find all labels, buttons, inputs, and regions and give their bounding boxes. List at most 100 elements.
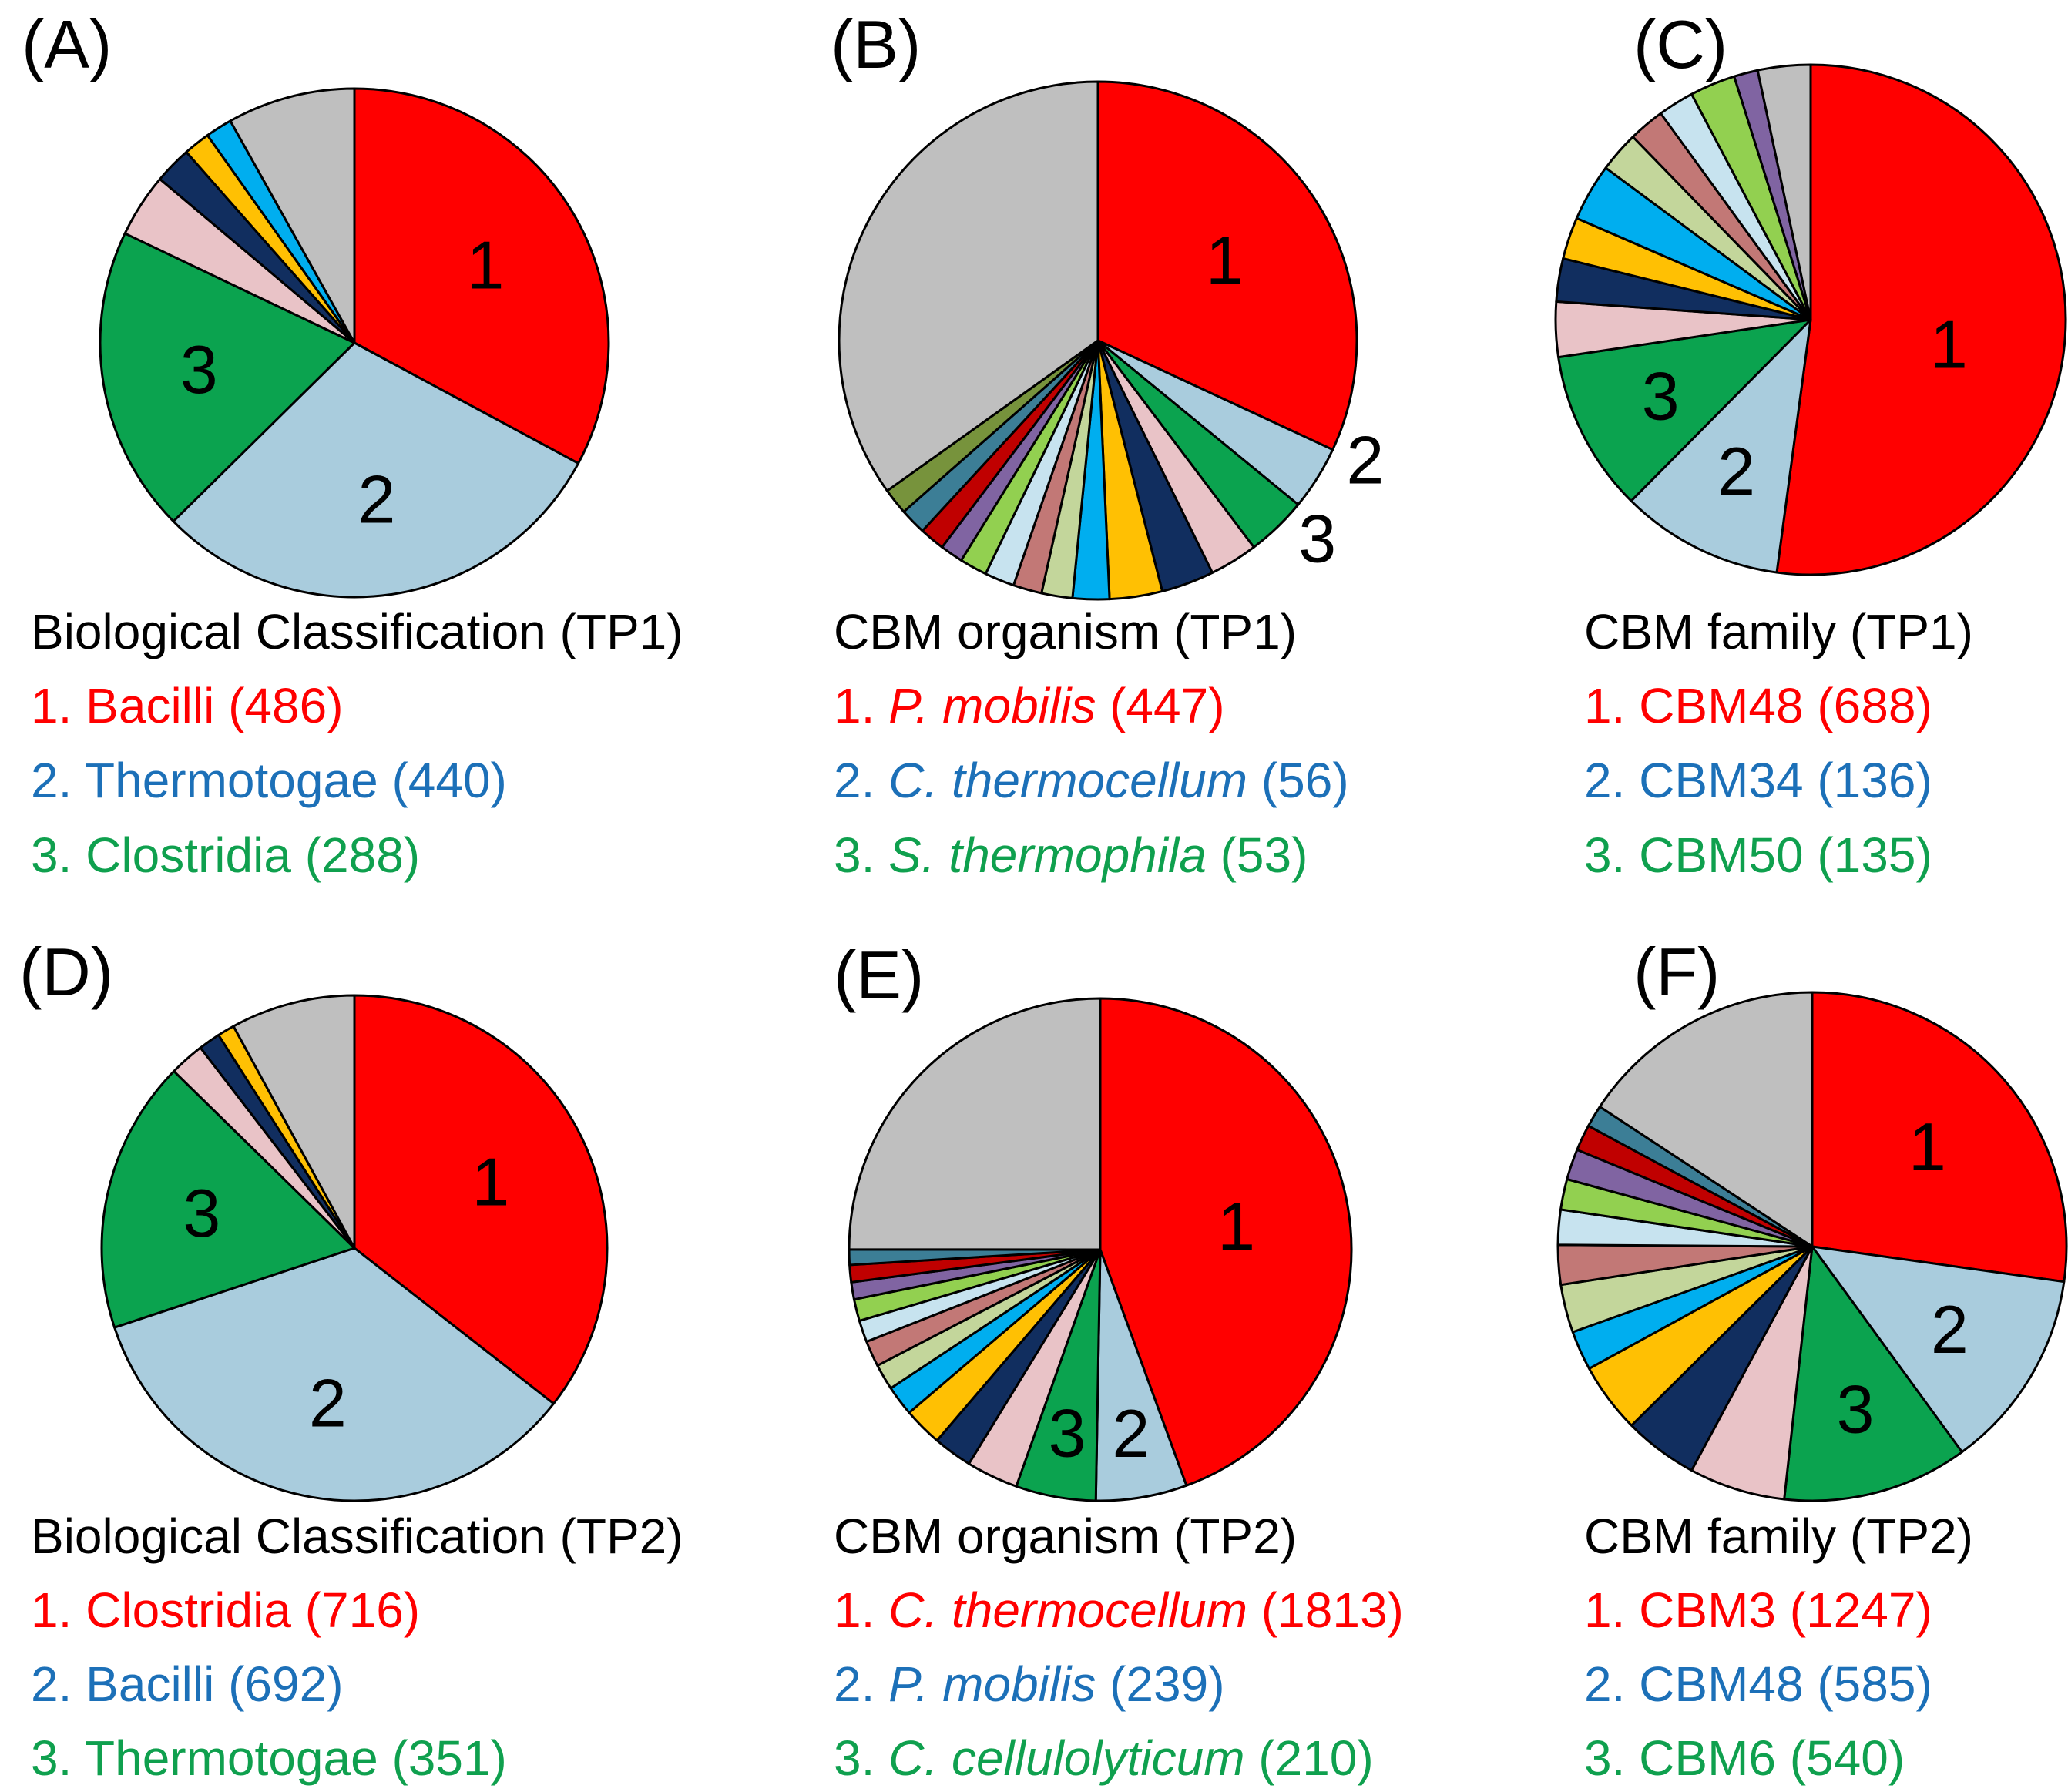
pie-slice-Thermotogae <box>100 1069 356 1329</box>
pie-slice-CBM6 <box>1783 1245 1963 1502</box>
panel-label: (A) <box>22 6 112 82</box>
pie-slice-other <box>1756 63 1812 321</box>
legend-name: CBM34 <box>1639 753 1804 808</box>
legend-count: (1247) <box>1789 1582 1932 1638</box>
chart-title: CBM organism (TP1) <box>834 604 1297 659</box>
legend-count: (585) <box>1817 1656 1932 1712</box>
legend-name: CBM3 <box>1639 1582 1776 1638</box>
pie-slice-other <box>232 994 356 1250</box>
pie-slice-number: 1 <box>1217 1188 1255 1264</box>
legend-count: (210) <box>1258 1730 1374 1786</box>
legend-rank: 1. <box>31 1582 72 1638</box>
legend-rank: 3. <box>1584 827 1626 883</box>
legend-rank: 2. <box>31 753 72 808</box>
legend-count: (1813) <box>1261 1582 1404 1638</box>
legend-count: (239) <box>1110 1656 1225 1712</box>
pie-slice-number: 1 <box>472 1144 509 1220</box>
legend-item: 1. Bacilli (486) <box>31 681 344 730</box>
pie-chart-B: 1 23 <box>838 80 1384 601</box>
pie-slice-other <box>838 80 1099 492</box>
legend-item: 1. CBM48 (688) <box>1584 681 1932 730</box>
pie-slice-other <box>1598 991 1814 1248</box>
pie-slice-P. mobilis <box>1096 80 1358 451</box>
legend-name: CBM50 <box>1639 827 1804 883</box>
pie-slice-Clostridia <box>353 994 609 1405</box>
legend-item: 2. P. mobilis (239) <box>834 1659 1225 1709</box>
legend-item: 1. Clostridia (716) <box>31 1586 420 1635</box>
legend-count: (716) <box>304 1582 421 1638</box>
pie-slice-number: 2 <box>1346 421 1384 498</box>
legend-count: (53) <box>1220 827 1308 883</box>
pie-slice-CBM34 <box>1630 318 1812 574</box>
legend-name: S. thermophila <box>888 827 1207 883</box>
pie-slice-number: 2 <box>1717 433 1755 509</box>
pie-chart-D: 1 2 3 <box>100 994 609 1502</box>
chart-title: Biological Classification (TP2) <box>31 1508 683 1564</box>
pie-chart-E: 1 23 <box>848 997 1353 1502</box>
pie-chart-F: 1 23 <box>1556 991 2068 1502</box>
legend-count: (688) <box>1817 678 1932 733</box>
pie-slice-number: 3 <box>1642 358 1680 435</box>
pie-slice-number: 3 <box>1298 500 1336 576</box>
pie-slice-number: 3 <box>180 331 218 408</box>
legend-rank: 2. <box>31 1656 72 1712</box>
legend-item: 2. CBM34 (136) <box>1584 756 1932 805</box>
legend-rank: 1. <box>834 678 875 733</box>
legend-name: P. mobilis <box>888 678 1096 733</box>
legend-count: (288) <box>304 827 421 883</box>
panel-label: (D) <box>19 934 114 1010</box>
pie-slice-number: 2 <box>1112 1395 1150 1472</box>
chart-title: Biological Classification (TP1) <box>31 604 683 659</box>
pie-slice-C. thermocellum <box>1099 997 1353 1487</box>
pie-slice-CBM50 <box>1557 318 1812 502</box>
legend-rank: 2. <box>1584 1656 1626 1712</box>
pie-slice-other <box>1690 1245 1814 1501</box>
legend-count: (56) <box>1261 753 1349 808</box>
pie-slice-number: 2 <box>309 1364 347 1441</box>
legend-item: 3. Clostridia (288) <box>31 831 420 880</box>
pie-slice-number: 3 <box>1837 1371 1875 1448</box>
legend-name: Clostridia <box>86 827 291 883</box>
legend-rank: 1. <box>31 678 72 733</box>
legend-rank: 1. <box>1584 678 1626 733</box>
legend-item: 3. CBM6 (540) <box>1584 1733 1905 1783</box>
legend-name: C. cellulolyticum <box>888 1730 1245 1786</box>
legend-count: (351) <box>391 1730 507 1786</box>
legend-item: 2. C. thermocellum (56) <box>834 756 1349 805</box>
legend-name: C. thermocellum <box>888 1582 1248 1638</box>
chart-title: CBM organism (TP2) <box>834 1508 1297 1564</box>
legend-name: CBM6 <box>1639 1730 1776 1786</box>
legend-name: Bacilli <box>86 1656 215 1712</box>
legend-rank: 3. <box>1584 1730 1626 1786</box>
pie-slice-number: 2 <box>1931 1291 1969 1367</box>
legend-item: 3. S. thermophila (53) <box>834 831 1308 880</box>
pie-slice-number: 1 <box>467 227 505 304</box>
legend-count: (440) <box>391 753 507 808</box>
pie-slice-CBM48 <box>1775 63 2067 576</box>
pie-slice-CBM48 <box>1811 1245 2066 1454</box>
legend-rank: 2. <box>1584 753 1626 808</box>
legend-item: 2. Thermotogae (440) <box>31 756 507 805</box>
pie-slice-other <box>848 997 1102 1251</box>
legend-name: CBM48 <box>1639 678 1804 733</box>
pie-slice-CBM3 <box>1811 991 2068 1284</box>
pie-slice-number: 1 <box>1206 222 1244 298</box>
legend-name: P. mobilis <box>888 1656 1096 1712</box>
legend-rank: 1. <box>834 1582 875 1638</box>
panel-label: (F) <box>1633 934 1721 1010</box>
legend-item: 1. C. thermocellum (1813) <box>834 1586 1404 1635</box>
legend-count: (692) <box>228 1656 344 1712</box>
pie-slice-number: 2 <box>358 461 396 538</box>
pie-slice-other <box>229 87 356 344</box>
pie-slice-Thermotogae <box>172 341 580 599</box>
legend-item: 2. CBM48 (585) <box>1584 1659 1932 1709</box>
pie-slice-Bacilli <box>113 1247 556 1502</box>
legend-name: Thermotogae <box>85 753 378 808</box>
legend-item: 3. C. cellulolyticum (210) <box>834 1733 1374 1783</box>
pie-slice-number: 1 <box>1909 1109 1946 1185</box>
legend-rank: 1. <box>1584 1582 1626 1638</box>
legend-name: C. thermocellum <box>888 753 1248 808</box>
pie-slice-Bacilli <box>353 87 610 465</box>
